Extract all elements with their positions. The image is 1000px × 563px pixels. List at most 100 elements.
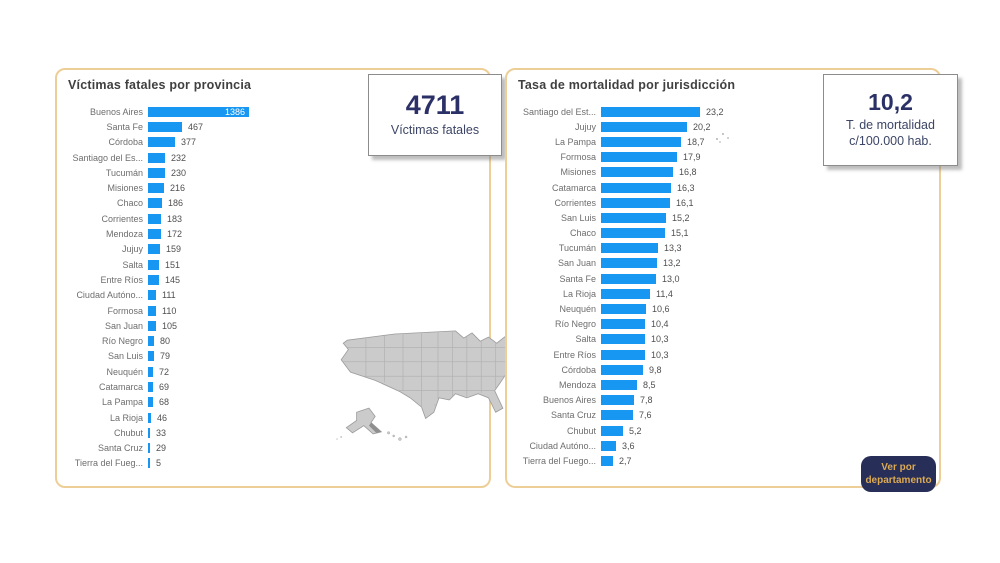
bar[interactable] [148,397,153,408]
bar-row[interactable]: Chaco 15,1 [510,226,936,241]
bar-row[interactable]: Corrientes 16,1 [510,195,936,210]
bar[interactable] [601,212,666,223]
bar[interactable] [601,425,623,436]
bar-row[interactable]: Entre Ríos 145 [60,272,486,287]
bar[interactable] [601,243,658,254]
bar-row[interactable]: Misiones 216 [60,180,486,195]
bar[interactable] [148,259,159,270]
bar-row[interactable]: San Juan 105 [60,318,486,333]
bar-row[interactable]: Tucumán 230 [60,165,486,180]
bar[interactable] [601,106,700,117]
bar[interactable] [601,395,634,406]
bar-row[interactable]: Misiones 16,8 [510,165,936,180]
bar-row[interactable]: Mendoza 8,5 [510,377,936,392]
bar-row[interactable]: La Rioja 46 [60,410,486,425]
bar-row[interactable]: Formosa 110 [60,303,486,318]
bar[interactable] [601,197,670,208]
bar-row[interactable]: Jujuy 20,2 [510,119,936,134]
bar[interactable] [148,336,154,347]
bar-row[interactable]: Catamarca 16,3 [510,180,936,195]
ver-por-departamento-button[interactable]: Ver por departamento [861,456,936,492]
bar[interactable] [148,213,161,224]
bar[interactable] [601,182,671,193]
bar-row[interactable]: Mendoza 172 [60,226,486,241]
bar-row[interactable]: Neuquén 72 [60,364,486,379]
bar[interactable] [601,258,657,269]
bar[interactable] [601,455,613,466]
bar-row[interactable]: Santa Cruz 29 [60,441,486,456]
bar-row[interactable]: Salta 10,3 [510,332,936,347]
bar-row[interactable]: Jujuy 159 [60,242,486,257]
bar-row[interactable]: Catamarca 69 [60,379,486,394]
bar-row[interactable]: Chaco 186 [60,196,486,211]
kpi-card-tasa[interactable]: 10,2 T. de mortalidad c/100.000 hab. [823,74,958,166]
bar[interactable] [148,351,154,362]
bar[interactable] [601,288,650,299]
bar-row[interactable]: Santa Cruz 7,6 [510,408,936,423]
bar[interactable] [601,136,681,147]
bar-row[interactable]: Río Negro 80 [60,333,486,348]
bar-row[interactable]: Formosa 17,9 [510,150,936,165]
bar-row[interactable]: Buenos Aires 7,8 [510,393,936,408]
bar-row[interactable]: Tucumán 13,3 [510,241,936,256]
bar-row[interactable]: Río Negro 10,4 [510,317,936,332]
bar[interactable] [601,167,673,178]
bar-row[interactable]: Santa Fe 13,0 [510,271,936,286]
bar-row[interactable]: Córdoba 377 [60,135,486,150]
bar-row[interactable]: San Luis 79 [60,349,486,364]
bar-row[interactable]: Tierra del Fueg... 5 [60,456,486,471]
bar-row[interactable]: Chubut 5,2 [510,423,936,438]
bar[interactable] [148,381,153,392]
bar[interactable] [148,152,165,163]
bar[interactable] [601,319,645,330]
bar[interactable] [148,167,165,178]
bar-row[interactable]: Ciudad Autóno... 111 [60,288,486,303]
bar[interactable] [601,440,616,451]
bar[interactable] [601,152,677,163]
bar-row[interactable]: La Pampa 68 [60,395,486,410]
bar[interactable] [148,458,150,469]
bar-row[interactable]: Tierra del Fuego... 2,7 [510,453,936,468]
kpi-card-victimas[interactable]: 4711 Víctimas fatales [368,74,502,156]
bar[interactable] [601,273,656,284]
bar[interactable] [601,410,633,421]
bar[interactable] [148,412,151,423]
bar-row[interactable]: Santa Fe 467 [60,119,486,134]
bar[interactable] [601,304,646,315]
bar[interactable] [148,274,159,285]
bar-row[interactable]: Santiago del Est... 23,2 [510,104,936,119]
bar[interactable] [148,290,156,301]
bar-row[interactable]: Corrientes 183 [60,211,486,226]
bar-row[interactable]: San Juan 13,2 [510,256,936,271]
bar[interactable] [601,364,643,375]
bar[interactable] [148,427,150,438]
bar-row[interactable]: Ciudad Autóno... 3,6 [510,438,936,453]
bar[interactable]: 1386 [148,106,249,117]
bar[interactable] [601,334,645,345]
bar[interactable] [148,137,175,148]
bar-row[interactable]: San Luis 15,2 [510,210,936,225]
bar[interactable] [148,244,160,255]
bar[interactable] [148,366,153,377]
bar-row[interactable]: Neuquén 10,6 [510,301,936,316]
bar[interactable] [148,198,162,209]
bar[interactable] [148,443,150,454]
bar[interactable] [148,320,156,331]
bar-row[interactable]: La Rioja 11,4 [510,286,936,301]
bar-row[interactable]: Santiago del Es... 232 [60,150,486,165]
bar[interactable] [601,349,645,360]
usa-states-map[interactable] [335,312,541,460]
bar-row[interactable]: Chubut 33 [60,425,486,440]
bar-row[interactable]: Entre Ríos 10,3 [510,347,936,362]
bar[interactable] [601,121,687,132]
bar-row[interactable]: La Pampa 18,7 [510,134,936,149]
bar[interactable] [601,379,637,390]
bar-row[interactable]: Salta 151 [60,257,486,272]
bar[interactable] [601,228,665,239]
bar-row[interactable]: Buenos Aires 1386 [60,104,486,119]
bar-row[interactable]: Córdoba 9,8 [510,362,936,377]
bar[interactable] [148,121,182,132]
bar[interactable] [148,305,156,316]
bar[interactable] [148,229,161,240]
bar[interactable] [148,183,164,194]
